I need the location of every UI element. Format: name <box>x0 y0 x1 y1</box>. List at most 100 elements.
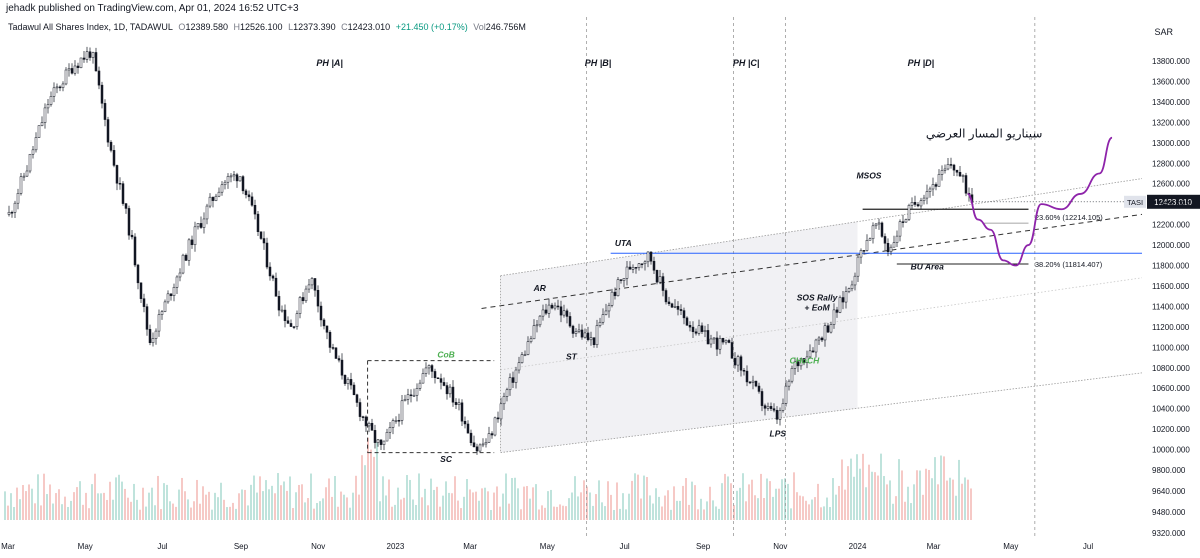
volume-bar <box>766 478 768 520</box>
candle-body <box>493 417 497 436</box>
candle-body <box>871 225 875 240</box>
candle-body <box>442 382 446 386</box>
candle-body <box>892 242 896 248</box>
candle-body <box>748 381 752 384</box>
candle-body <box>889 246 893 252</box>
y-tick-label: 13600.000 <box>1152 77 1190 86</box>
volume-bar <box>760 473 762 520</box>
candle-body <box>412 394 416 397</box>
y-tick-label: 12400.000 <box>1152 200 1190 209</box>
candle-body <box>259 231 263 239</box>
volume-bar <box>562 505 564 520</box>
candle-body <box>469 432 473 443</box>
volume-bar <box>166 484 168 520</box>
volume-bar <box>946 480 948 520</box>
channel-top-line <box>500 178 1143 277</box>
candle-body <box>34 137 38 151</box>
volume-bar <box>475 491 477 520</box>
candle-body <box>580 329 584 338</box>
candle-body <box>403 399 407 402</box>
candle-body <box>733 358 737 366</box>
candle-body <box>430 365 434 372</box>
candle-body <box>595 325 599 346</box>
volume-bar <box>10 493 12 520</box>
volume-bar <box>34 503 36 520</box>
candle-body <box>79 57 83 68</box>
last-price-tag-bg <box>1147 194 1200 209</box>
volume-bar <box>121 481 123 520</box>
volume-bar <box>958 459 960 520</box>
volume-bar <box>400 499 402 520</box>
volume-bar <box>256 492 258 520</box>
y-tick-label: 9320.000 <box>1152 529 1186 538</box>
volume-bar <box>673 486 675 520</box>
annotation-label: PH |C| <box>733 58 760 68</box>
channel-mid-line <box>481 213 1143 309</box>
candle-body <box>226 176 230 183</box>
candle-body <box>478 444 482 452</box>
volume-bar <box>535 484 537 520</box>
candle-body <box>562 310 566 316</box>
y-tick-label: 12000.000 <box>1152 241 1190 250</box>
candle-body <box>817 337 821 341</box>
volume-bar <box>43 473 45 520</box>
candle-body <box>655 270 659 283</box>
candle-body <box>19 176 23 194</box>
volume-bar <box>961 483 963 520</box>
volume-bar <box>823 506 825 520</box>
volume-bar <box>910 503 912 520</box>
volume-bar <box>205 494 207 520</box>
volume-bar <box>928 469 930 520</box>
volume-bar <box>337 506 339 520</box>
volume-bar <box>343 494 345 520</box>
candle-body <box>46 104 50 109</box>
candle-body <box>637 263 641 268</box>
volume-bar <box>298 484 300 520</box>
candle-body <box>106 119 110 143</box>
volume-bar <box>154 505 156 520</box>
candle-body <box>544 309 548 314</box>
x-tick-label: Jul <box>157 542 167 551</box>
candle-body <box>502 396 506 405</box>
volume-bar <box>313 508 315 520</box>
volume-bar <box>805 500 807 520</box>
volume-bar <box>169 501 171 520</box>
candle-body <box>805 356 809 363</box>
volume-bar <box>70 500 72 520</box>
candle-body <box>67 68 71 71</box>
candle-body <box>904 219 908 223</box>
candle-body <box>559 306 563 316</box>
y-tick-label: 11600.000 <box>1152 282 1190 291</box>
volume-bar <box>577 496 579 520</box>
candle-body <box>376 439 380 443</box>
volume-bar <box>445 481 447 520</box>
volume-bar <box>40 505 42 520</box>
candle-body <box>841 297 845 303</box>
candle-body <box>685 317 689 326</box>
volume-bar <box>589 492 591 520</box>
volume-bar <box>544 507 546 520</box>
candle-body <box>70 68 74 74</box>
candle-body <box>121 183 125 204</box>
volume-bar <box>529 498 531 520</box>
candle-body <box>127 208 131 236</box>
candle-body <box>262 238 266 244</box>
volume-bar <box>148 492 150 520</box>
high-label: H <box>233 22 241 32</box>
candle-body <box>307 284 311 290</box>
candle-body <box>946 164 950 170</box>
candle-body <box>256 213 260 232</box>
volume-bar <box>634 473 636 520</box>
candle-body <box>574 331 578 334</box>
volume-bar <box>55 493 57 520</box>
candle-body <box>7 211 11 215</box>
candle-body <box>913 202 917 205</box>
candle-body <box>208 196 212 207</box>
volume-bar <box>580 492 582 520</box>
annotation-label: سيناريو المسار العرضي <box>926 127 1043 142</box>
volume-bar <box>622 493 624 520</box>
candle-body <box>964 175 968 194</box>
y-tick-label: 10600.000 <box>1152 384 1190 393</box>
candle-body <box>343 374 347 384</box>
